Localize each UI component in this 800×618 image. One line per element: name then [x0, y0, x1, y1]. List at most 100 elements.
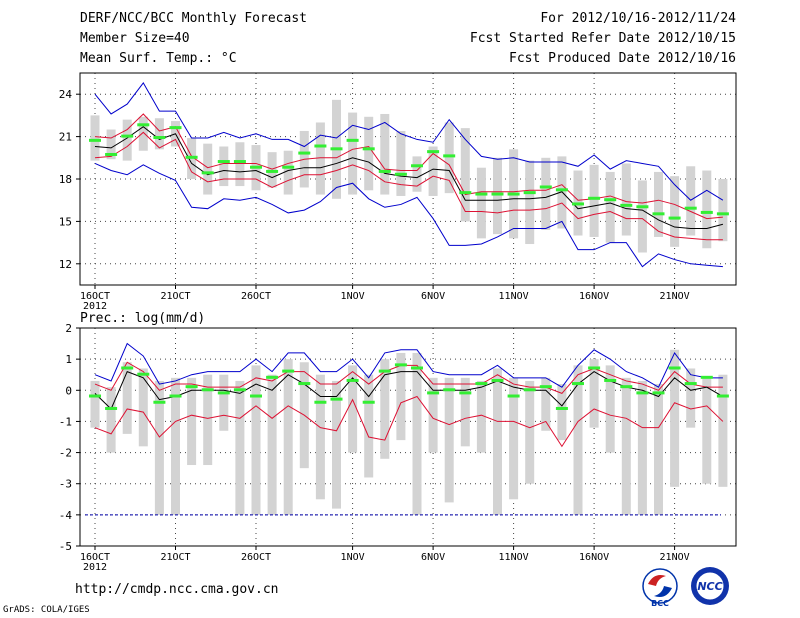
temp-xtick-label: 11NOV [499, 291, 529, 302]
prec-xtick-label: 6NOV [421, 552, 445, 563]
prec-box [686, 368, 696, 428]
prec-series-mean [94, 370, 724, 410]
temp-median-mark [217, 160, 230, 164]
temp-box [364, 116, 374, 191]
prec-box [557, 384, 567, 441]
temp-xtick-year: 2012 [83, 301, 107, 312]
temp-median-mark [716, 212, 729, 216]
prec-median-mark [89, 394, 101, 398]
temp-median-mark [121, 134, 134, 138]
temp-frame [79, 72, 737, 286]
temp-median-mark [555, 188, 568, 192]
temp-median-mark [604, 198, 617, 202]
prec-ytick-label: -1 [59, 415, 72, 428]
prec-median-mark [233, 388, 246, 392]
prec-box [364, 374, 374, 478]
temp-median-mark [507, 192, 520, 196]
prec-xtick-label: 26OCT [241, 552, 271, 563]
grads-credit: GrADS: COLA/IGES [3, 605, 90, 615]
temp-series-min [94, 162, 723, 268]
temp-box [589, 164, 599, 237]
prec-box [654, 384, 663, 515]
prec-box [203, 374, 213, 466]
temp-median-mark [233, 160, 246, 164]
prec-xtick-label: 11NOV [499, 552, 529, 563]
prec-box [154, 380, 164, 515]
ncc-logo-text: NCC [697, 580, 722, 593]
prec-median-mark [604, 378, 617, 382]
prec-median-mark [282, 369, 295, 373]
temp-series-upper [94, 113, 723, 220]
temp-box [412, 156, 422, 192]
prec-median-mark [266, 375, 279, 379]
temp-box [541, 157, 551, 230]
prec-median-mark [555, 406, 568, 410]
prec-ytick-label: 2 [65, 322, 72, 335]
temp-median-mark [185, 155, 198, 159]
prec-box [428, 377, 438, 453]
prec-median-mark [394, 363, 407, 367]
temp-median-mark [668, 216, 681, 220]
prec-ytick-label: -2 [59, 447, 72, 460]
temp-median-mark [362, 147, 375, 151]
temp-median-mark [169, 126, 182, 130]
temp-median-mark [459, 191, 472, 195]
temp-box [493, 157, 502, 235]
temp-box [348, 112, 358, 195]
prec-median-mark [716, 394, 729, 398]
prec-xtick-label: 16OCT [80, 552, 110, 563]
prec-box [621, 377, 631, 515]
prec-chart-title: Prec.: log(mm/d) [80, 311, 205, 326]
prec-median-mark [668, 366, 681, 370]
temp-ytick-label: 18 [59, 173, 72, 186]
temp-box [621, 163, 631, 236]
prec-box [412, 352, 422, 515]
prec-box [332, 380, 341, 509]
temp-box [235, 142, 245, 187]
prec-median-mark [539, 385, 552, 389]
temp-box [525, 160, 535, 245]
temp-median-mark [572, 202, 584, 206]
temp-ytick-label: 15 [59, 215, 72, 228]
prec-box [444, 377, 454, 503]
prec-median-mark [201, 388, 214, 392]
temp-median-mark [298, 151, 311, 155]
prec-median-mark [427, 391, 440, 395]
prec-box [106, 387, 116, 453]
source-url: http://cmdp.ncc.cma.gov.cn [75, 582, 279, 597]
prec-xtick-label: 1NOV [341, 552, 365, 563]
fcst-produced-date: Fcst Produced Date 2012/10/16 [509, 51, 736, 66]
prec-median-mark [411, 366, 423, 370]
temp-box [267, 152, 277, 188]
temp-ytick-label: 12 [59, 258, 72, 271]
prec-box [267, 374, 277, 515]
prec-median-mark [523, 388, 536, 392]
temp-median-mark [427, 150, 440, 154]
prec-median-mark [507, 394, 520, 398]
temp-median-mark [153, 136, 166, 140]
fcst-started-date: Fcst Started Refer Date 2012/10/15 [469, 31, 736, 46]
prec-box [171, 377, 180, 515]
temp-box [444, 122, 454, 194]
temp-median-mark [443, 154, 456, 158]
temp-series-max [94, 81, 724, 201]
temp-median-mark [201, 171, 214, 175]
prec-median-mark [362, 400, 375, 404]
temp-box [702, 170, 712, 249]
prec-ytick-label: -5 [59, 540, 72, 553]
prec-box [348, 365, 358, 453]
temp-ytick-label: 24 [59, 88, 73, 101]
prec-box [283, 359, 293, 515]
prec-box [460, 377, 470, 447]
forecast-period: For 2012/10/16-2012/11/24 [540, 11, 736, 26]
prec-box [219, 374, 229, 431]
header-left: DERF/NCC/BCC Monthly Forecast Member Siz… [80, 10, 307, 70]
temp-box [154, 118, 164, 150]
prec-box [90, 380, 100, 428]
prec-box [525, 380, 535, 484]
temp-box [203, 143, 213, 195]
prec-box [380, 359, 390, 459]
prec-median-mark [185, 385, 198, 389]
temp-series-lower [94, 131, 723, 241]
prec-box [122, 362, 132, 434]
